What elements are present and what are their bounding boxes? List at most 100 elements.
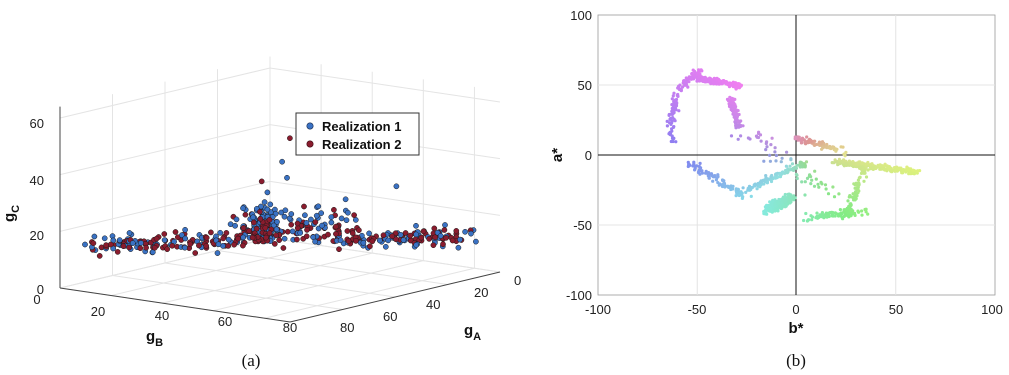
point-color-sample [698, 72, 702, 76]
point-color-sample [864, 207, 868, 211]
floor-grid-line [217, 250, 448, 285]
point-color-sample [770, 136, 774, 140]
point-color-sample [826, 192, 831, 196]
point-color-sample [728, 103, 732, 108]
point-color-sample [688, 76, 692, 80]
point-color-sample [770, 203, 774, 207]
point-color-sample [856, 187, 860, 191]
point-color-sample [854, 181, 858, 185]
point-color-sample [790, 162, 795, 166]
y-tick-60: 60 [383, 309, 397, 324]
point-color-sample [718, 182, 722, 186]
point-color-sample [714, 178, 719, 182]
wall-grid-line [59, 124, 501, 176]
point-color-sample [803, 139, 807, 144]
point-realization-1 [288, 211, 295, 217]
point-realization-1 [138, 240, 144, 246]
point-realization-1 [457, 236, 463, 243]
point-color-sample [698, 161, 702, 165]
point-color-sample [674, 108, 678, 112]
point-color-sample [838, 160, 842, 164]
point-color-sample [729, 187, 733, 192]
point-color-sample [774, 159, 778, 163]
point-realization-1 [312, 238, 318, 245]
point-color-sample [798, 165, 802, 169]
point-color-sample [668, 133, 672, 137]
point-color-sample [746, 186, 750, 191]
point-color-sample [841, 145, 845, 149]
point-color-sample [901, 169, 905, 173]
point-color-sample [773, 150, 777, 154]
y-axis-label: gA [464, 322, 481, 343]
point-realization-2 [250, 219, 257, 226]
point-realization-2 [271, 241, 278, 247]
scatter-points-2d [665, 68, 922, 223]
point-realization-2 [294, 236, 300, 243]
point-realization-2 [331, 206, 337, 213]
point-realization-1 [345, 209, 351, 216]
point-color-sample [792, 194, 796, 198]
point-color-sample [840, 160, 845, 164]
point-color-sample [820, 147, 824, 151]
point-color-sample [726, 185, 731, 189]
point-realization-1 [250, 214, 256, 221]
point-color-sample [764, 209, 768, 214]
point-color-sample [864, 210, 868, 214]
point-color-sample [897, 167, 901, 171]
point-realization-2 [137, 245, 144, 252]
point-color-sample [833, 211, 837, 215]
point-color-sample [803, 193, 807, 197]
point-color-sample [788, 164, 792, 168]
point-color-sample [814, 177, 818, 181]
point-color-sample [911, 168, 915, 172]
point-color-sample [755, 135, 759, 139]
point-color-sample [730, 101, 734, 105]
point-color-sample [692, 162, 696, 166]
z-tick-20: 20 [30, 228, 44, 243]
point-color-sample [809, 182, 813, 186]
point-color-sample [813, 139, 817, 143]
point-realization-2 [266, 216, 273, 223]
point-color-sample [737, 193, 741, 198]
point-color-sample [734, 109, 738, 113]
point-color-sample [697, 68, 701, 72]
point-color-sample [780, 156, 784, 160]
point-color-sample [779, 160, 783, 164]
point-realization-2 [303, 233, 310, 240]
point-color-sample [730, 96, 735, 101]
point-color-sample [848, 194, 852, 198]
point-realization-2 [240, 225, 247, 231]
point-color-sample [705, 79, 709, 83]
z-axis-label: gC [1, 205, 22, 222]
point-color-sample [810, 218, 814, 222]
point-realization-2 [151, 244, 158, 251]
point-color-sample [673, 98, 677, 102]
point-color-sample [844, 162, 848, 166]
point-color-sample [699, 68, 703, 72]
point-color-sample [765, 177, 769, 181]
point-color-sample [907, 172, 911, 176]
point-realization-2 [96, 253, 103, 259]
point-realization-2 [443, 234, 450, 241]
point-realization-1 [385, 237, 392, 244]
point-realization-2 [161, 231, 168, 237]
point-realization-2 [187, 241, 194, 248]
point-color-sample [785, 150, 789, 154]
point-color-sample [686, 85, 690, 89]
point-color-sample [860, 209, 864, 213]
point-realization-1 [343, 217, 350, 224]
point-color-sample [793, 137, 797, 141]
point-color-sample [858, 175, 862, 179]
point-color-sample [759, 139, 763, 143]
point-color-sample [887, 166, 891, 170]
point-color-sample [783, 199, 788, 203]
point-color-sample [757, 131, 761, 136]
x-tick-80: 80 [283, 320, 297, 335]
point-realization-2 [440, 241, 446, 248]
point-color-sample [781, 170, 785, 174]
point-color-sample [848, 208, 853, 212]
point-color-sample [918, 169, 922, 173]
caption-b: (b) [786, 351, 806, 370]
point-realization-1 [264, 189, 271, 196]
point-realization-1 [282, 207, 289, 214]
